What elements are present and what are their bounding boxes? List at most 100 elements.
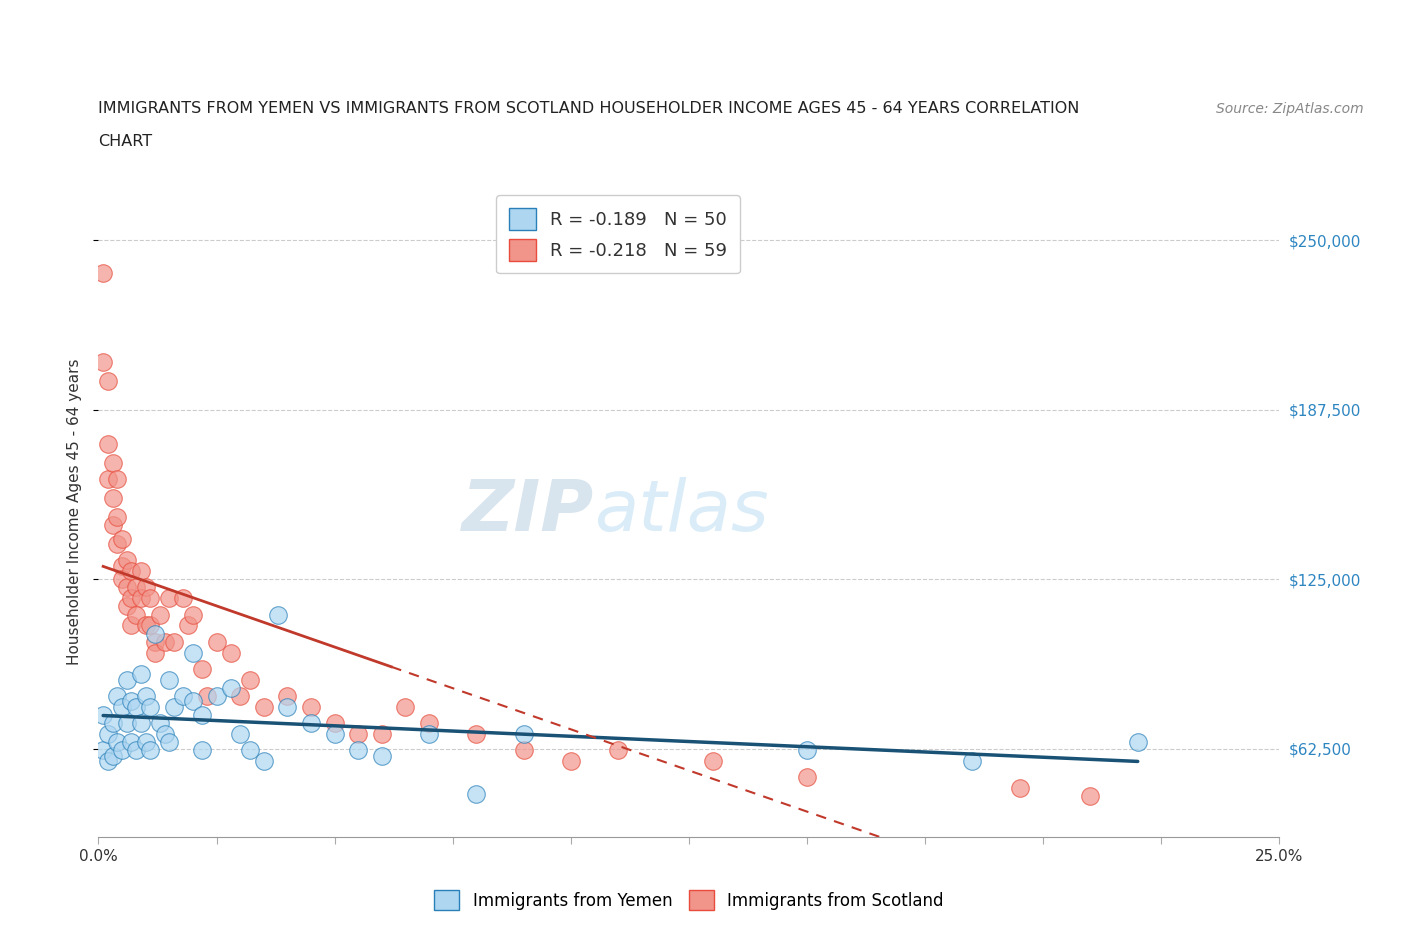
- Point: [191, 661, 214, 676]
- Text: atlas: atlas: [595, 477, 769, 546]
- Point: [125, 580, 148, 595]
- Point: [135, 735, 157, 750]
- Point: [129, 591, 152, 605]
- Point: [111, 699, 134, 714]
- Point: [347, 726, 370, 741]
- Point: [125, 607, 148, 622]
- Point: [135, 618, 157, 633]
- Y-axis label: Householder Income Ages 45 - 64 years: Householder Income Ages 45 - 64 years: [66, 358, 82, 665]
- Point: [91, 265, 114, 280]
- Legend: R = -0.189   N = 50, R = -0.218   N = 59: R = -0.189 N = 50, R = -0.218 N = 59: [496, 195, 740, 273]
- Point: [101, 490, 124, 505]
- Point: [125, 743, 148, 758]
- Point: [135, 580, 157, 595]
- Point: [143, 626, 166, 641]
- Legend: Immigrants from Yemen, Immigrants from Scotland: Immigrants from Yemen, Immigrants from S…: [427, 884, 950, 917]
- Point: [962, 753, 984, 768]
- Point: [796, 770, 818, 785]
- Point: [157, 591, 180, 605]
- Point: [191, 743, 214, 758]
- Point: [101, 716, 124, 731]
- Point: [157, 672, 180, 687]
- Point: [157, 735, 180, 750]
- Point: [219, 681, 242, 696]
- Point: [796, 743, 818, 758]
- Point: [153, 634, 176, 649]
- Point: [181, 607, 204, 622]
- Point: [115, 580, 138, 595]
- Text: CHART: CHART: [98, 134, 152, 149]
- Point: [105, 735, 128, 750]
- Point: [418, 716, 440, 731]
- Point: [239, 743, 262, 758]
- Point: [121, 694, 143, 709]
- Point: [1126, 735, 1149, 750]
- Point: [323, 726, 346, 741]
- Point: [105, 688, 128, 703]
- Point: [139, 591, 162, 605]
- Point: [121, 618, 143, 633]
- Point: [267, 607, 290, 622]
- Point: [135, 688, 157, 703]
- Point: [97, 436, 120, 451]
- Point: [91, 708, 114, 723]
- Point: [465, 726, 488, 741]
- Point: [299, 699, 322, 714]
- Point: [115, 716, 138, 731]
- Point: [121, 591, 143, 605]
- Point: [181, 645, 204, 660]
- Point: [111, 743, 134, 758]
- Point: [111, 572, 134, 587]
- Point: [115, 553, 138, 568]
- Point: [177, 618, 200, 633]
- Point: [394, 699, 416, 714]
- Point: [512, 726, 534, 741]
- Point: [512, 743, 534, 758]
- Point: [418, 726, 440, 741]
- Point: [239, 672, 262, 687]
- Point: [129, 564, 152, 578]
- Point: [205, 688, 228, 703]
- Point: [91, 743, 114, 758]
- Point: [139, 618, 162, 633]
- Point: [105, 472, 128, 486]
- Point: [229, 688, 252, 703]
- Point: [229, 726, 252, 741]
- Point: [101, 456, 124, 471]
- Point: [129, 667, 152, 682]
- Text: IMMIGRANTS FROM YEMEN VS IMMIGRANTS FROM SCOTLAND HOUSEHOLDER INCOME AGES 45 - 6: IMMIGRANTS FROM YEMEN VS IMMIGRANTS FROM…: [98, 101, 1080, 116]
- Point: [371, 726, 394, 741]
- Point: [1080, 789, 1102, 804]
- Point: [219, 645, 242, 660]
- Point: [153, 726, 176, 741]
- Point: [139, 699, 162, 714]
- Point: [105, 537, 128, 551]
- Point: [101, 748, 124, 763]
- Point: [111, 558, 134, 573]
- Point: [371, 748, 394, 763]
- Point: [149, 607, 172, 622]
- Point: [205, 634, 228, 649]
- Point: [105, 510, 128, 525]
- Point: [191, 708, 214, 723]
- Point: [129, 716, 152, 731]
- Point: [97, 726, 120, 741]
- Point: [143, 634, 166, 649]
- Point: [91, 355, 114, 370]
- Point: [702, 753, 724, 768]
- Point: [253, 753, 276, 768]
- Point: [97, 753, 120, 768]
- Point: [465, 786, 488, 801]
- Point: [172, 688, 194, 703]
- Point: [139, 743, 162, 758]
- Point: [97, 374, 120, 389]
- Point: [149, 716, 172, 731]
- Point: [121, 735, 143, 750]
- Point: [163, 634, 186, 649]
- Point: [195, 688, 218, 703]
- Point: [607, 743, 630, 758]
- Point: [125, 699, 148, 714]
- Point: [276, 699, 298, 714]
- Point: [172, 591, 194, 605]
- Text: ZIP: ZIP: [463, 477, 595, 546]
